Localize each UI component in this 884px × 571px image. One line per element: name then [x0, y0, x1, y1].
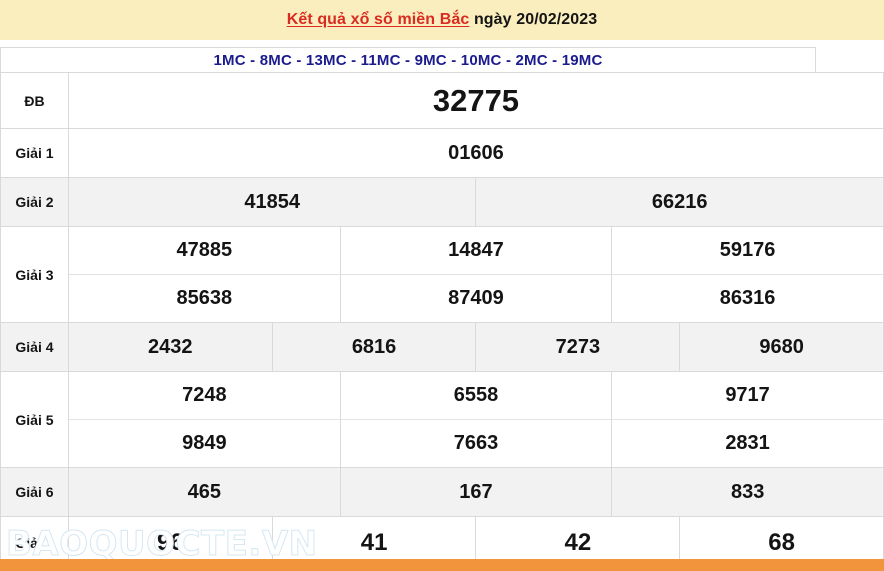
prize-label-db: ĐB: [0, 72, 69, 129]
prize-value-g5-6: 2831: [611, 419, 883, 467]
prize-subrow-g3-2: 85638 87409 86316: [68, 274, 883, 322]
prize-label-g1: Giải 1: [0, 128, 69, 178]
prize-label-g2: Giải 2: [0, 177, 69, 227]
prize-value-g6-2: 167: [339, 467, 613, 517]
prize-value-g5-3: 9717: [611, 372, 883, 420]
prize-subrow-g3-1: 47885 14847 59176: [68, 227, 883, 275]
prize-row-g5: Giải 5 7248 6558 9717 9849 7663 2831: [0, 371, 884, 468]
prize-value-g4-3: 7273: [475, 322, 681, 372]
provinces-row: 1MC - 8MC - 13MC - 11MC - 9MC - 10MC - 2…: [0, 47, 884, 73]
page-title: Kết quả xổ số miền Bắc ngày 20/02/2023: [287, 11, 598, 29]
prize-value-g3-3: 59176: [611, 227, 883, 275]
prize-value-g5-4: 9849: [68, 419, 341, 467]
prize-label-g4: Giải 4: [0, 322, 69, 372]
prize-subrow-g5-1: 7248 6558 9717: [68, 372, 883, 420]
prize-row-g3: Giải 3 47885 14847 59176 85638 87409 863…: [0, 226, 884, 323]
prize-row-g4: Giải 4 2432 6816 7273 9680: [0, 322, 884, 372]
prize-value-g3-2: 14847: [339, 227, 613, 275]
bottom-accent-bar: [0, 559, 884, 571]
prize-subgrid-g3: 47885 14847 59176 85638 87409 86316: [67, 226, 884, 323]
prize-value-g6-3: 833: [611, 467, 884, 517]
prize-value-g5-5: 7663: [339, 419, 613, 467]
prize-value-g5-1: 7248: [68, 372, 341, 420]
prize-value-g4-1: 2432: [67, 322, 273, 372]
page-title-link[interactable]: Kết quả xổ số miền Bắc: [286, 11, 470, 28]
prize-row-g2: Giải 2 41854 66216: [0, 177, 884, 227]
page-header-band: Kết quả xổ số miền Bắc ngày 20/02/2023: [0, 0, 884, 40]
prize-subgrid-g5: 7248 6558 9717 9849 7663 2831: [67, 371, 884, 468]
provinces-line: 1MC - 8MC - 13MC - 11MC - 9MC - 10MC - 2…: [0, 47, 817, 73]
prize-value-db: 32775: [67, 72, 884, 129]
page-title-date: ngày 20/02/2023: [473, 11, 598, 28]
band-gap-spacer: [0, 40, 884, 47]
prize-label-g6: Giải 6: [0, 467, 69, 517]
prize-subrow-g5-2: 9849 7663 2831: [68, 419, 883, 467]
lottery-results-table: 1MC - 8MC - 13MC - 11MC - 9MC - 10MC - 2…: [0, 47, 884, 569]
prize-value-g4-4: 9680: [679, 322, 884, 372]
prize-value-g3-1: 47885: [68, 227, 341, 275]
prize-row-db: ĐB 32775: [0, 72, 884, 129]
prize-value-g1: 01606: [67, 128, 884, 178]
prize-value-g5-2: 6558: [339, 372, 613, 420]
prize-value-g4-2: 6816: [271, 322, 477, 372]
prize-subtable-g3: 47885 14847 59176 85638 87409 86316: [68, 227, 883, 322]
prize-value-g6-1: 465: [67, 467, 341, 517]
prize-value-g2-1: 41854: [67, 177, 477, 227]
prize-value-g3-5: 87409: [339, 274, 613, 322]
prize-value-g2-2: 66216: [475, 177, 884, 227]
prize-subtable-g5: 7248 6558 9717 9849 7663 2831: [68, 372, 883, 467]
prize-label-g3: Giải 3: [0, 226, 69, 323]
prize-row-g6: Giải 6 465 167 833: [0, 467, 884, 517]
prize-row-g1: Giải 1 01606: [0, 128, 884, 178]
prize-label-g5: Giải 5: [0, 371, 69, 468]
prize-value-g3-6: 86316: [611, 274, 883, 322]
prize-value-g3-4: 85638: [68, 274, 341, 322]
